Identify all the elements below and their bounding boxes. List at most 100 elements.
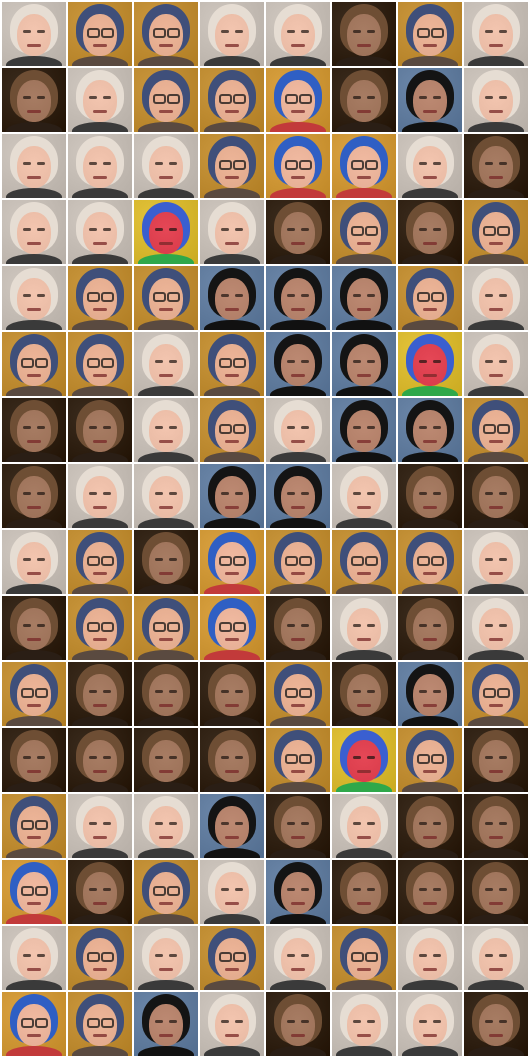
- face-tile: [266, 926, 330, 990]
- face-tile: [332, 860, 396, 924]
- face-tile: [2, 794, 66, 858]
- face-tile: [200, 332, 264, 396]
- face-tile: [464, 68, 528, 132]
- face-tile: [266, 200, 330, 264]
- face-tile: [2, 530, 66, 594]
- face-tile: [200, 662, 264, 726]
- face-tile: [464, 926, 528, 990]
- face-tile: [2, 926, 66, 990]
- face-tile: [398, 266, 462, 330]
- face-tile: [68, 794, 132, 858]
- face-tile: [134, 728, 198, 792]
- face-tile: [398, 398, 462, 462]
- face-tile: [134, 992, 198, 1056]
- face-tile: [464, 794, 528, 858]
- face-tile: [398, 68, 462, 132]
- face-tile: [266, 662, 330, 726]
- face-tile: [266, 134, 330, 198]
- face-tile: [68, 200, 132, 264]
- face-tile: [200, 926, 264, 990]
- face-tile: [200, 134, 264, 198]
- face-tile: [398, 728, 462, 792]
- face-tile: [332, 596, 396, 660]
- face-tile: [464, 266, 528, 330]
- face-tile: [68, 728, 132, 792]
- face-tile: [200, 596, 264, 660]
- face-tile: [200, 728, 264, 792]
- face-tile: [266, 266, 330, 330]
- face-tile: [134, 530, 198, 594]
- face-tile: [68, 926, 132, 990]
- face-tile: [266, 398, 330, 462]
- face-tile: [464, 2, 528, 66]
- face-tile: [464, 860, 528, 924]
- face-tile: [464, 134, 528, 198]
- face-tile: [134, 332, 198, 396]
- face-tile: [68, 596, 132, 660]
- face-tile: [134, 794, 198, 858]
- face-tile: [332, 2, 396, 66]
- face-tile: [2, 266, 66, 330]
- face-tile: [332, 662, 396, 726]
- face-tile: [398, 134, 462, 198]
- face-tile: [68, 398, 132, 462]
- face-tile: [2, 68, 66, 132]
- face-tile: [266, 794, 330, 858]
- face-tile: [2, 728, 66, 792]
- face-tile: [134, 134, 198, 198]
- face-tile: [200, 266, 264, 330]
- face-tile: [332, 926, 396, 990]
- face-tile: [332, 200, 396, 264]
- face-tile: [134, 464, 198, 528]
- face-tile: [2, 398, 66, 462]
- face-tile: [464, 596, 528, 660]
- face-tile: [2, 332, 66, 396]
- face-tile: [266, 332, 330, 396]
- face-tile: [134, 596, 198, 660]
- face-tile: [2, 662, 66, 726]
- face-tile: [398, 2, 462, 66]
- face-tile: [2, 464, 66, 528]
- face-tile: [266, 992, 330, 1056]
- face-tile: [68, 2, 132, 66]
- face-tile: [398, 662, 462, 726]
- face-tile: [464, 992, 528, 1056]
- face-tile: [332, 398, 396, 462]
- face-tile: [464, 464, 528, 528]
- face-tile: [134, 398, 198, 462]
- face-tile: [398, 860, 462, 924]
- face-tile: [266, 530, 330, 594]
- face-tile: [464, 332, 528, 396]
- face-tile: [2, 860, 66, 924]
- face-tile: [200, 530, 264, 594]
- face-tile: [68, 992, 132, 1056]
- face-tile: [398, 200, 462, 264]
- face-tile: [332, 266, 396, 330]
- face-tile: [68, 860, 132, 924]
- face-tile: [68, 332, 132, 396]
- face-tile: [464, 728, 528, 792]
- face-tile: [464, 200, 528, 264]
- face-tile: [134, 266, 198, 330]
- face-tile: [200, 2, 264, 66]
- face-tile: [398, 332, 462, 396]
- face-tile: [464, 398, 528, 462]
- face-tile: [134, 2, 198, 66]
- face-tile: [332, 530, 396, 594]
- face-tile: [68, 464, 132, 528]
- face-tile: [134, 926, 198, 990]
- face-tile: [464, 662, 528, 726]
- face-tile: [266, 2, 330, 66]
- face-tile: [200, 398, 264, 462]
- face-tile: [332, 134, 396, 198]
- face-tile: [398, 794, 462, 858]
- face-tile: [266, 860, 330, 924]
- face-tile: [332, 464, 396, 528]
- face-tile: [200, 68, 264, 132]
- face-tile: [332, 332, 396, 396]
- face-tile: [68, 662, 132, 726]
- face-tile: [332, 992, 396, 1056]
- face-tile: [2, 596, 66, 660]
- face-tile: [200, 464, 264, 528]
